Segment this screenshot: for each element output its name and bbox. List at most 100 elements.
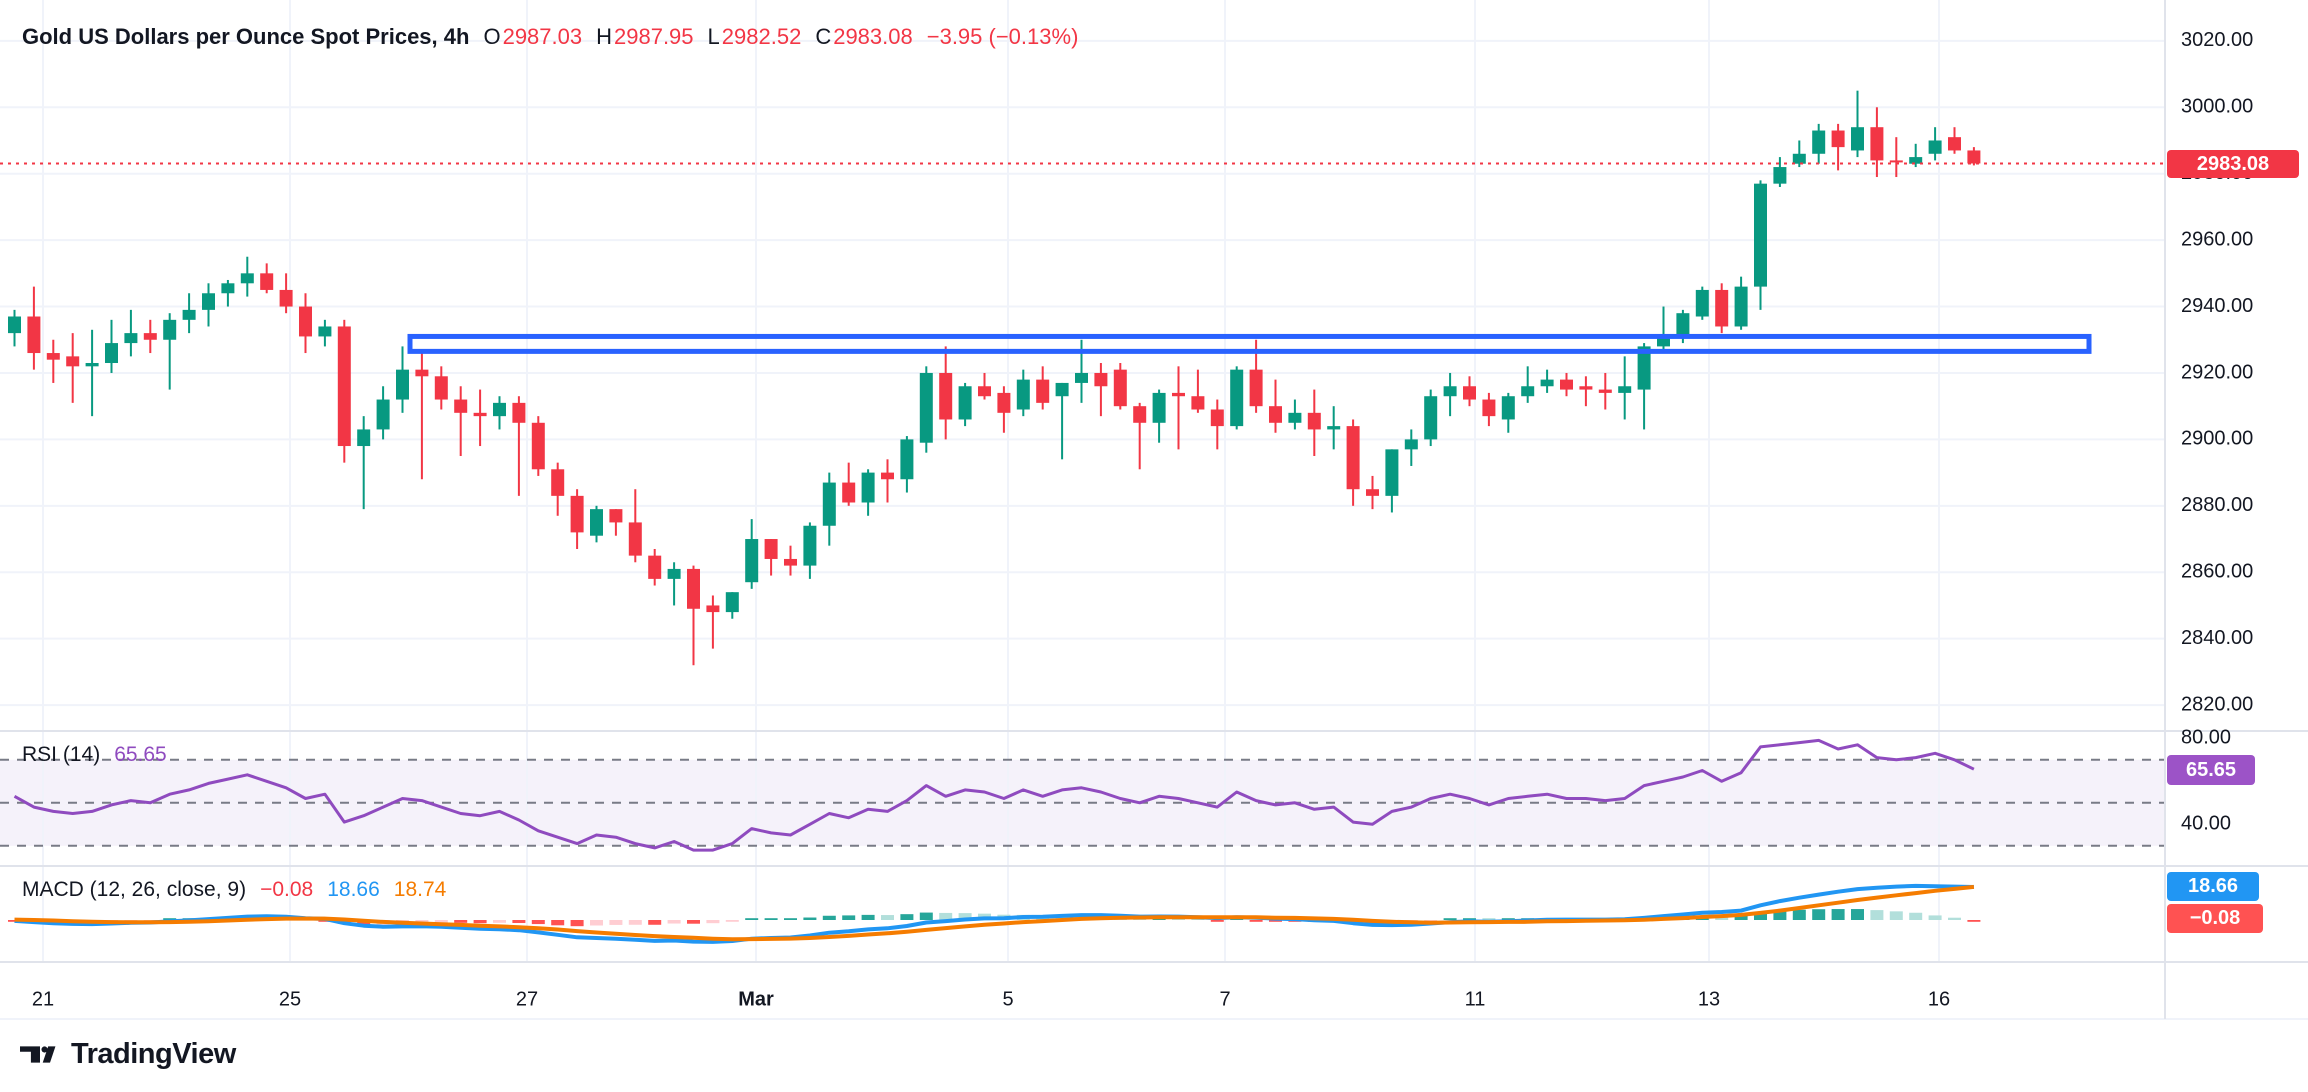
- candle[interactable]: [803, 522, 817, 579]
- candle[interactable]: [85, 329, 99, 417]
- candle[interactable]: [1754, 180, 1767, 310]
- candle[interactable]: [1637, 343, 1651, 430]
- candle[interactable]: [1424, 389, 1438, 447]
- candle[interactable]: [1948, 127, 1961, 154]
- candle[interactable]: [1269, 379, 1282, 433]
- candle[interactable]: [46, 339, 60, 383]
- candle[interactable]: [1210, 399, 1224, 450]
- candle[interactable]: [1579, 376, 1593, 407]
- candle[interactable]: [900, 436, 914, 493]
- candle[interactable]: [357, 416, 371, 510]
- candle[interactable]: [1501, 392, 1515, 433]
- rsi-line[interactable]: [13, 738, 1975, 852]
- candle[interactable]: [861, 469, 875, 516]
- candle[interactable]: [978, 372, 991, 400]
- candle[interactable]: [1463, 376, 1476, 407]
- candle[interactable]: [667, 562, 681, 606]
- candle[interactable]: [1870, 107, 1884, 178]
- candle[interactable]: [939, 346, 953, 440]
- candle[interactable]: [1443, 372, 1457, 417]
- candle[interactable]: [1540, 369, 1554, 393]
- candle[interactable]: [764, 539, 778, 576]
- candle[interactable]: [1831, 123, 1845, 171]
- candle[interactable]: [745, 519, 759, 589]
- candle[interactable]: [1230, 366, 1244, 430]
- candle[interactable]: [143, 319, 157, 354]
- candle[interactable]: [1366, 475, 1379, 510]
- candle[interactable]: [1327, 406, 1341, 450]
- candle[interactable]: [1851, 90, 1864, 158]
- candle[interactable]: [842, 462, 856, 506]
- candle[interactable]: [609, 509, 623, 536]
- candle[interactable]: [221, 279, 235, 307]
- candle[interactable]: [299, 293, 312, 354]
- candle[interactable]: [473, 389, 487, 447]
- macd-line[interactable]: [14, 883, 1974, 944]
- tradingview-logo[interactable]: TradingView: [20, 1038, 236, 1071]
- candle[interactable]: [1346, 419, 1360, 506]
- candle[interactable]: [881, 459, 894, 503]
- candle[interactable]: [1307, 389, 1321, 457]
- candle[interactable]: [997, 386, 1011, 433]
- candle[interactable]: [822, 472, 836, 546]
- candle[interactable]: [1113, 363, 1127, 410]
- candle[interactable]: [1676, 309, 1690, 344]
- candle[interactable]: [1812, 123, 1826, 164]
- candle[interactable]: [590, 505, 603, 543]
- candle[interactable]: [628, 489, 642, 563]
- candle[interactable]: [1715, 283, 1729, 334]
- candle[interactable]: [1967, 147, 1981, 166]
- candle[interactable]: [182, 293, 196, 334]
- candle[interactable]: [1792, 140, 1806, 168]
- candle[interactable]: [1734, 276, 1748, 330]
- candle[interactable]: [337, 319, 351, 463]
- candle[interactable]: [551, 462, 565, 516]
- candle[interactable]: [1889, 137, 1903, 178]
- candle[interactable]: [240, 256, 254, 297]
- candle[interactable]: [1618, 356, 1632, 420]
- candle[interactable]: [1560, 372, 1573, 397]
- candle[interactable]: [1191, 369, 1205, 413]
- candle[interactable]: [1909, 143, 1923, 168]
- candle[interactable]: [163, 313, 177, 390]
- candle[interactable]: [531, 416, 545, 476]
- candle[interactable]: [1152, 389, 1166, 443]
- candle[interactable]: [8, 309, 21, 347]
- support-zone-rectangle[interactable]: [407, 333, 2092, 354]
- candle[interactable]: [570, 489, 584, 549]
- candle[interactable]: [260, 263, 274, 294]
- candle[interactable]: [648, 548, 662, 586]
- candle[interactable]: [1075, 339, 1088, 403]
- rsi-title[interactable]: RSI (14): [22, 743, 101, 766]
- candle[interactable]: [784, 545, 797, 576]
- candle[interactable]: [1482, 392, 1496, 427]
- candle[interactable]: [1385, 449, 1399, 513]
- candle[interactable]: [202, 283, 215, 327]
- candle[interactable]: [687, 565, 700, 666]
- candle[interactable]: [1657, 306, 1670, 350]
- candle[interactable]: [1928, 127, 1942, 161]
- candle[interactable]: [66, 333, 80, 403]
- candle[interactable]: [415, 349, 429, 480]
- candle[interactable]: [124, 309, 138, 357]
- candle[interactable]: [1598, 372, 1612, 410]
- candle[interactable]: [1695, 286, 1709, 320]
- candle[interactable]: [919, 366, 933, 453]
- candle[interactable]: [1773, 157, 1787, 187]
- candle[interactable]: [1172, 366, 1185, 450]
- candle[interactable]: [1521, 366, 1535, 403]
- candle[interactable]: [725, 592, 739, 619]
- candle[interactable]: [1016, 369, 1030, 417]
- candle[interactable]: [396, 346, 409, 413]
- candle[interactable]: [1249, 339, 1263, 413]
- macd-signal-line[interactable]: [14, 884, 1975, 942]
- candle[interactable]: [434, 366, 448, 410]
- candle[interactable]: [279, 273, 293, 314]
- candle[interactable]: [493, 396, 506, 430]
- candle[interactable]: [454, 386, 468, 457]
- candle[interactable]: [1094, 363, 1108, 417]
- macd-title[interactable]: MACD (12, 26, close, 9): [22, 878, 247, 901]
- candle[interactable]: [376, 386, 390, 440]
- candle[interactable]: [1055, 382, 1069, 460]
- candle[interactable]: [27, 286, 41, 370]
